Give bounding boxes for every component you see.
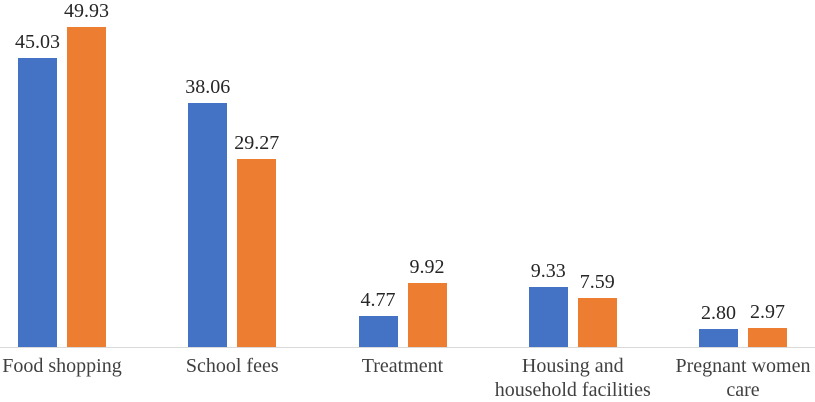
value-label-series2-3: 9.92	[409, 256, 445, 279]
value-label-series2-4: 7.59	[579, 271, 615, 294]
category-label-1: Food shopping	[0, 355, 155, 379]
bar-series2-2	[237, 159, 277, 347]
value-label-series1-1: 45.03	[15, 31, 60, 54]
value-label-series2-2: 29.27	[234, 132, 280, 155]
bar-series2-5	[748, 327, 787, 347]
category-label-line: School fees	[185, 355, 279, 377]
category-label-line: Food shopping	[2, 355, 122, 377]
category-label-line: household facilities	[494, 378, 651, 401]
category-label-3: Treatment	[310, 355, 496, 379]
category-label-line: care	[726, 378, 760, 401]
bar-series2-4	[577, 298, 617, 347]
value-label-series2-5: 2.97	[750, 300, 785, 323]
category-label-2: School fees	[139, 355, 325, 379]
value-label-series1-3: 4.77	[360, 289, 396, 312]
bar-series2-3	[407, 283, 447, 347]
value-label-series1-5: 2.80	[701, 302, 736, 325]
category-label-line: Housing and	[521, 355, 624, 377]
bar-series1-1	[18, 58, 57, 347]
bar-series1-5	[699, 329, 738, 347]
bar-series1-4	[528, 287, 568, 347]
value-label-series1-4: 9.33	[530, 260, 566, 283]
value-label-series1-2: 38.06	[185, 76, 231, 99]
category-label-line: Pregnant women	[675, 355, 811, 377]
bar-series1-3	[358, 316, 398, 347]
category-label-line: Treatment	[361, 355, 444, 377]
x-axis-line	[0, 347, 815, 348]
bar-series1-2	[188, 103, 228, 347]
category-label-5: Pregnant women care	[650, 355, 815, 402]
value-label-series2-1: 49.93	[64, 0, 109, 22]
category-label-4: Housing and household facilities	[480, 355, 666, 402]
bar-series2-1	[67, 26, 106, 347]
